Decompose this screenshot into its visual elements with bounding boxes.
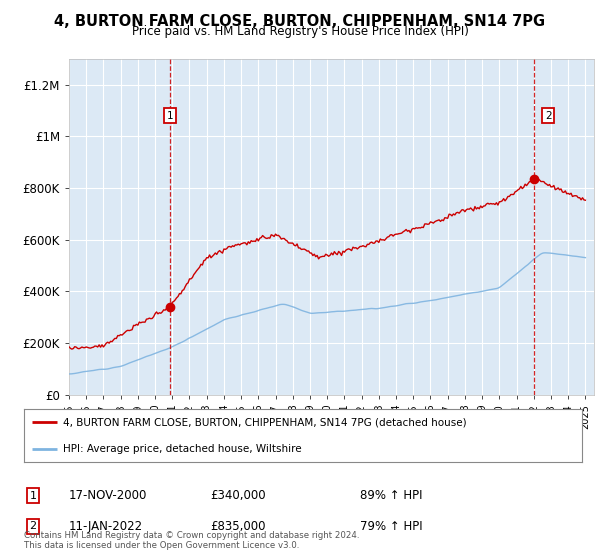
Text: 11-JAN-2022: 11-JAN-2022 <box>69 520 143 533</box>
Text: Contains HM Land Registry data © Crown copyright and database right 2024.
This d: Contains HM Land Registry data © Crown c… <box>24 530 359 550</box>
Text: 4, BURTON FARM CLOSE, BURTON, CHIPPENHAM, SN14 7PG (detached house): 4, BURTON FARM CLOSE, BURTON, CHIPPENHAM… <box>63 417 467 427</box>
Text: 2: 2 <box>545 111 551 120</box>
Text: £340,000: £340,000 <box>210 489 266 502</box>
Text: 1: 1 <box>29 491 37 501</box>
Text: 4, BURTON FARM CLOSE, BURTON, CHIPPENHAM, SN14 7PG: 4, BURTON FARM CLOSE, BURTON, CHIPPENHAM… <box>55 14 545 29</box>
Text: HPI: Average price, detached house, Wiltshire: HPI: Average price, detached house, Wilt… <box>63 444 302 454</box>
Text: Price paid vs. HM Land Registry's House Price Index (HPI): Price paid vs. HM Land Registry's House … <box>131 25 469 38</box>
Text: 89% ↑ HPI: 89% ↑ HPI <box>360 489 422 502</box>
Text: £835,000: £835,000 <box>210 520 265 533</box>
Text: 2: 2 <box>29 521 37 531</box>
Text: 1: 1 <box>167 111 173 120</box>
Text: 17-NOV-2000: 17-NOV-2000 <box>69 489 148 502</box>
Text: 79% ↑ HPI: 79% ↑ HPI <box>360 520 422 533</box>
